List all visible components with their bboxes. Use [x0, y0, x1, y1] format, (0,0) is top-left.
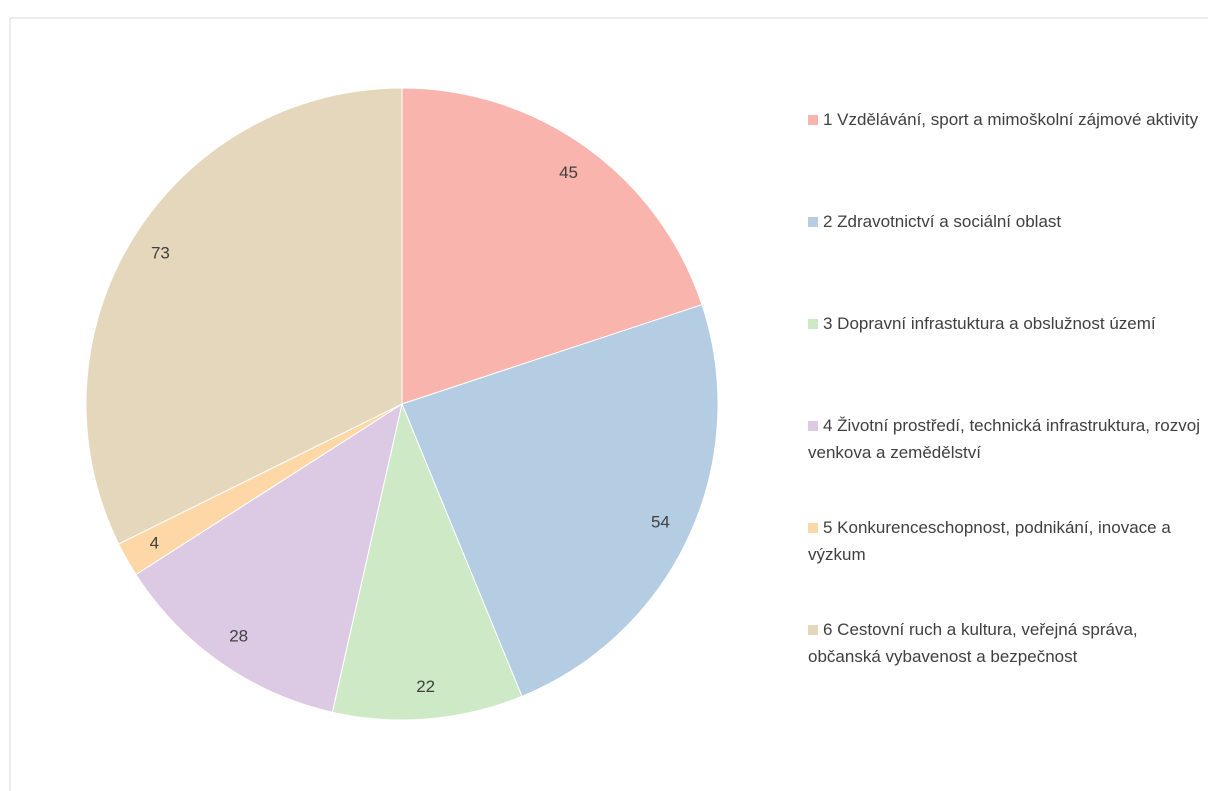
legend-label: 6 Cestovní ruch a kultura, veřejná správ…: [808, 620, 1138, 666]
legend-entry: 1 Vzdělávání, sport a mimoškolní zájmové…: [808, 106, 1203, 133]
data-label: 54: [651, 512, 670, 531]
legend-entry: 5 Konkurenceschopnost, podnikání, inovac…: [808, 514, 1203, 568]
legend-entry: 6 Cestovní ruch a kultura, veřejná správ…: [808, 616, 1203, 670]
legend-entry: 3 Dopravní infrastuktura a obslužnost úz…: [808, 310, 1203, 337]
pie-slice: [401, 87, 703, 405]
legend-swatch: [808, 523, 818, 533]
legend-swatch: [808, 421, 818, 431]
data-label: 28: [229, 626, 248, 645]
legend-label: 3 Dopravní infrastuktura a obslužnost úz…: [823, 314, 1156, 333]
legend-label: 5 Konkurenceschopnost, podnikání, inovac…: [808, 518, 1171, 564]
legend-label: 2 Zdravotnictví a sociální oblast: [823, 212, 1062, 231]
pie-slice: [401, 304, 719, 698]
legend-label: 4 Životní prostředí, technická infrastru…: [808, 416, 1200, 462]
chart-frame: [9, 17, 1208, 791]
pie-slice: [135, 402, 403, 713]
pie-slice: [85, 87, 403, 545]
data-label: 45: [559, 163, 578, 182]
legend-swatch: [808, 319, 818, 329]
data-label: 73: [151, 243, 170, 262]
legend-swatch: [808, 115, 818, 125]
legend-swatch: [808, 625, 818, 635]
legend-entry: 2 Zdravotnictví a sociální oblast: [808, 208, 1203, 235]
pie-slice: [331, 402, 523, 721]
legend-label: 1 Vzdělávání, sport a mimoškolní zájmové…: [823, 110, 1199, 129]
data-label: 22: [416, 677, 435, 696]
legend-entry: 4 Životní prostředí, technická infrastru…: [808, 412, 1203, 466]
legend-swatch: [808, 217, 818, 227]
data-label: 4: [150, 533, 159, 552]
